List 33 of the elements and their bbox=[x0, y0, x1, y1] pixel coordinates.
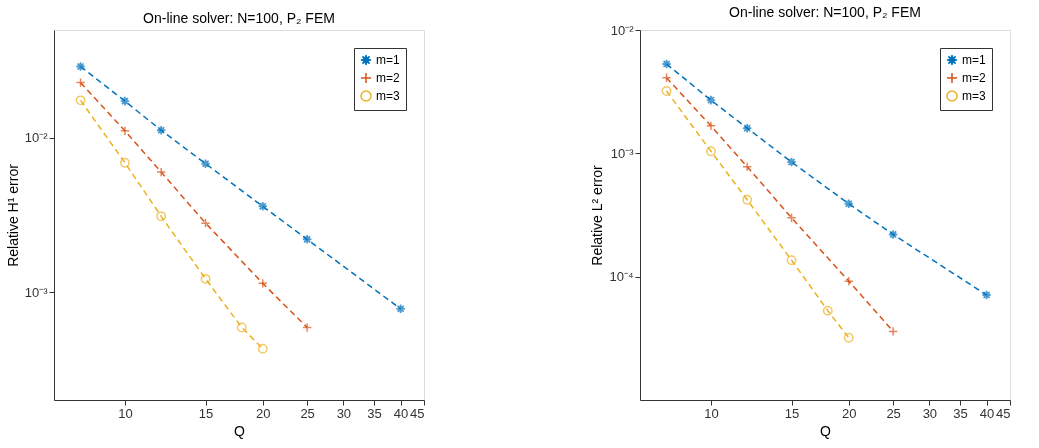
x-tick-label: 45 bbox=[410, 405, 425, 421]
x-tick-label: 15 bbox=[784, 405, 800, 421]
y-axis-title: Relative L² error bbox=[589, 164, 606, 266]
y-tick-label: 10⁻³ bbox=[24, 284, 49, 300]
x-tick-label: 30 bbox=[922, 405, 938, 421]
chart-title: On-line solver: N=100, P₂ FEM bbox=[729, 4, 921, 20]
chart-title: On-line solver: N=100, P₂ FEM bbox=[143, 10, 335, 26]
y-tick-label: 10⁻² bbox=[610, 22, 635, 38]
legend-label: m=2 bbox=[962, 71, 986, 85]
x-tick-label: 35 bbox=[953, 405, 968, 421]
x-tick-label: 35 bbox=[367, 405, 382, 421]
x-tick-label: 15 bbox=[198, 405, 214, 421]
legend-label: m=3 bbox=[962, 89, 986, 103]
x-tick-label: 20 bbox=[842, 405, 857, 421]
x-tick-label: 30 bbox=[336, 405, 352, 421]
x-tick-label: 25 bbox=[886, 405, 901, 421]
x-tick-label: 25 bbox=[300, 405, 315, 421]
x-tick-label: 40 bbox=[979, 405, 995, 421]
x-tick-label: 20 bbox=[256, 405, 271, 421]
x-tick-label: 10 bbox=[704, 405, 719, 421]
y-tick-label: 10⁻² bbox=[24, 130, 49, 146]
x-axis-title: Q bbox=[234, 422, 246, 439]
legend-label: m=3 bbox=[376, 89, 400, 103]
x-tick-label: 10 bbox=[118, 405, 133, 421]
y-axis-title: Relative H¹ error bbox=[4, 163, 21, 267]
x-tick-label: 40 bbox=[393, 405, 409, 421]
y-tick-label: 10⁻³ bbox=[610, 145, 635, 161]
x-axis-title: Q bbox=[820, 422, 832, 439]
legend-label: m=1 bbox=[376, 53, 400, 67]
y-tick-label: 10⁻⁴ bbox=[609, 269, 634, 285]
x-tick-label: 45 bbox=[996, 405, 1011, 421]
legend-label: m=2 bbox=[376, 71, 400, 85]
legend-label: m=1 bbox=[962, 53, 986, 67]
